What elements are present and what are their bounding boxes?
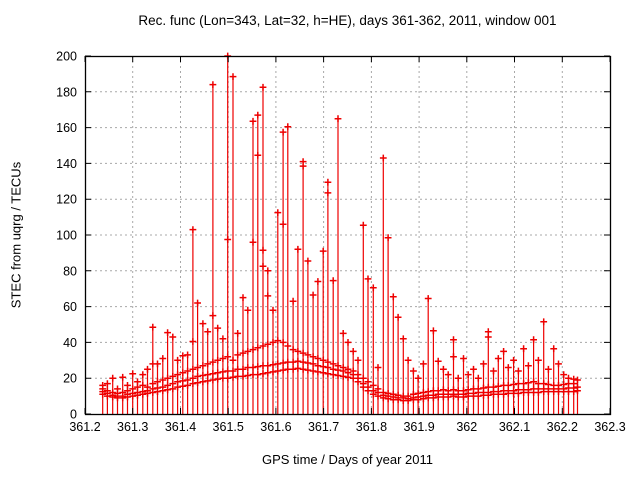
y-tick-label: 60 (63, 300, 77, 314)
y-tick-label: 140 (56, 157, 77, 171)
point-markers (99, 52, 581, 404)
y-tick-label: 80 (63, 264, 77, 278)
x-axis-label: GPS time / Days of year 2011 (262, 452, 433, 467)
y-tick-label: 20 (63, 372, 77, 386)
x-tick-label: 362.1 (499, 420, 530, 434)
y-tick-label: 200 (56, 50, 77, 64)
y-tick-label: 180 (56, 85, 77, 99)
x-tick-label: 361.4 (165, 420, 196, 434)
x-tick-label: 361.8 (356, 420, 387, 434)
x-tick-label: 362.3 (594, 420, 625, 434)
x-tick-label: 361.6 (260, 420, 291, 434)
y-tick-label: 40 (63, 336, 77, 350)
chart-title: Rec. func (Lon=343, Lat=32, h=HE), days … (138, 13, 557, 28)
y-tick-label: 100 (56, 229, 77, 243)
x-tick-label: 361.9 (403, 420, 434, 434)
y-tick-label: 0 (70, 408, 77, 422)
x-tick-label: 361.7 (308, 420, 339, 434)
x-tick-label: 361.3 (117, 420, 148, 434)
x-tick-label: 361.2 (69, 420, 100, 434)
x-tick-label: 362.2 (547, 420, 578, 434)
y-tick-label: 120 (56, 193, 77, 207)
x-tick-label: 361.5 (213, 420, 244, 434)
plot-frame (84, 55, 612, 416)
x-tick-label: 362 (456, 420, 477, 434)
y-tick-label: 160 (56, 121, 77, 135)
